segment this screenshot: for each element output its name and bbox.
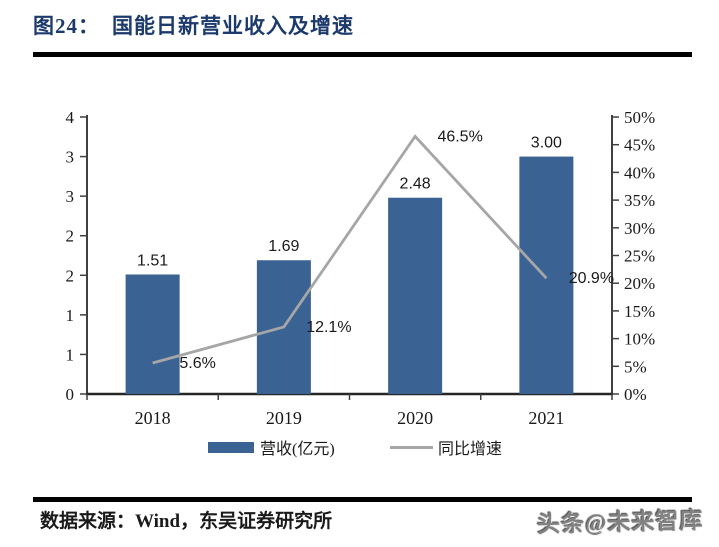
bar-2020 <box>388 197 443 394</box>
right-axis-label: 25% <box>624 247 655 266</box>
right-axis-label: 0% <box>624 385 647 404</box>
left-axis-label: 3 <box>66 187 75 206</box>
bar-label-2020: 2.48 <box>400 176 431 193</box>
x-axis-label-2019: 2019 <box>266 408 302 428</box>
line-label-2021: 20.9% <box>569 270 614 287</box>
growth-line <box>152 134 548 365</box>
figure-number-label: 图24： <box>33 14 100 38</box>
right-axis-label: 5% <box>624 357 647 376</box>
left-axis-label: 1 <box>66 306 75 325</box>
bar-label-2019: 1.69 <box>268 238 299 255</box>
left-axis-label: 0 <box>66 385 75 404</box>
data-source-note: 数据来源：Wind，东吴证券研究所 <box>40 511 333 532</box>
legend-bar-swatch <box>208 442 254 453</box>
legend-bar-label: 营收(亿元) <box>260 440 335 458</box>
x-axis-label-2020: 2020 <box>397 408 433 428</box>
footer-divider-rule <box>33 497 692 502</box>
line-label-2020: 46.5% <box>437 128 482 145</box>
watermark-text: 头条@未来智库 <box>536 507 704 538</box>
x-axis-label-2021: 2021 <box>528 408 564 428</box>
right-axis-label: 50% <box>624 108 655 127</box>
right-axis-label: 10% <box>624 330 655 349</box>
left-axis-label: 4 <box>66 108 75 127</box>
legend-line-label: 同比增速 <box>438 440 502 458</box>
bar-label-2018: 1.51 <box>137 252 168 269</box>
right-axis-label: 20% <box>624 274 655 293</box>
right-axis-label: 30% <box>624 219 655 238</box>
left-axis-label: 3 <box>66 148 75 167</box>
right-axis-label: 40% <box>624 163 655 182</box>
bar-2018 <box>125 274 180 394</box>
bar-label-2021: 3.00 <box>531 135 562 152</box>
right-axis-label: 15% <box>624 302 655 321</box>
right-axis-label: 35% <box>624 191 655 210</box>
x-axis-label-2018: 2018 <box>135 408 171 428</box>
left-axis-label: 1 <box>66 345 75 364</box>
figure-title-text: 国能日新营业收入及增速 <box>112 14 354 38</box>
line-label-2018: 5.6% <box>179 355 215 372</box>
right-axis-label: 45% <box>624 136 655 155</box>
figure-title: 图24： 国能日新营业收入及增速 <box>33 10 693 40</box>
line-label-2019: 12.1% <box>306 319 351 336</box>
left-axis-label: 2 <box>66 266 75 285</box>
bar-2021 <box>519 156 574 394</box>
left-axis-label: 2 <box>66 227 75 246</box>
title-divider-rule <box>33 52 692 57</box>
